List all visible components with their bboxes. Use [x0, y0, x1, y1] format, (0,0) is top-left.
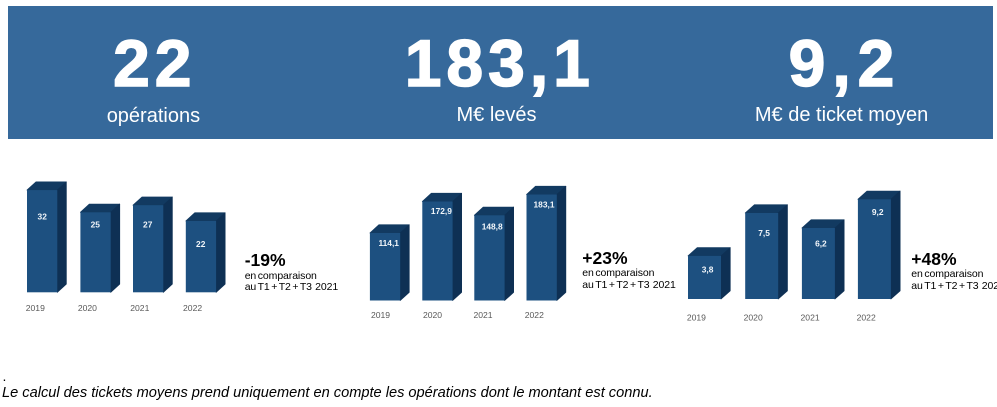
svg-text:2021: 2021 — [130, 303, 149, 313]
svg-text:2019: 2019 — [687, 313, 706, 323]
svg-text:2019: 2019 — [26, 303, 45, 313]
svg-text:172,9: 172,9 — [431, 206, 452, 216]
svg-text:9,2: 9,2 — [872, 207, 884, 217]
svg-text:22: 22 — [196, 239, 206, 249]
svg-text:7,5: 7,5 — [758, 228, 770, 238]
svg-text:25: 25 — [91, 219, 101, 229]
svg-text:183,1: 183,1 — [534, 200, 555, 210]
svg-text:2020: 2020 — [78, 303, 97, 313]
svg-text:3,8: 3,8 — [702, 265, 714, 275]
svg-text:2022: 2022 — [857, 313, 876, 323]
svg-text:2020: 2020 — [744, 313, 763, 323]
svg-text:2022: 2022 — [525, 310, 544, 320]
svg-text:148,8: 148,8 — [482, 222, 503, 232]
svg-text:2019: 2019 — [371, 310, 390, 320]
svg-text:27: 27 — [143, 219, 153, 229]
svg-text:6,2: 6,2 — [815, 239, 827, 249]
svg-text:2021: 2021 — [473, 310, 492, 320]
svg-text:114,1: 114,1 — [378, 238, 399, 248]
svg-text:2020: 2020 — [423, 310, 442, 320]
svg-text:2022: 2022 — [183, 303, 202, 313]
svg-text:2021: 2021 — [801, 313, 820, 323]
svg-text:32: 32 — [38, 212, 48, 222]
